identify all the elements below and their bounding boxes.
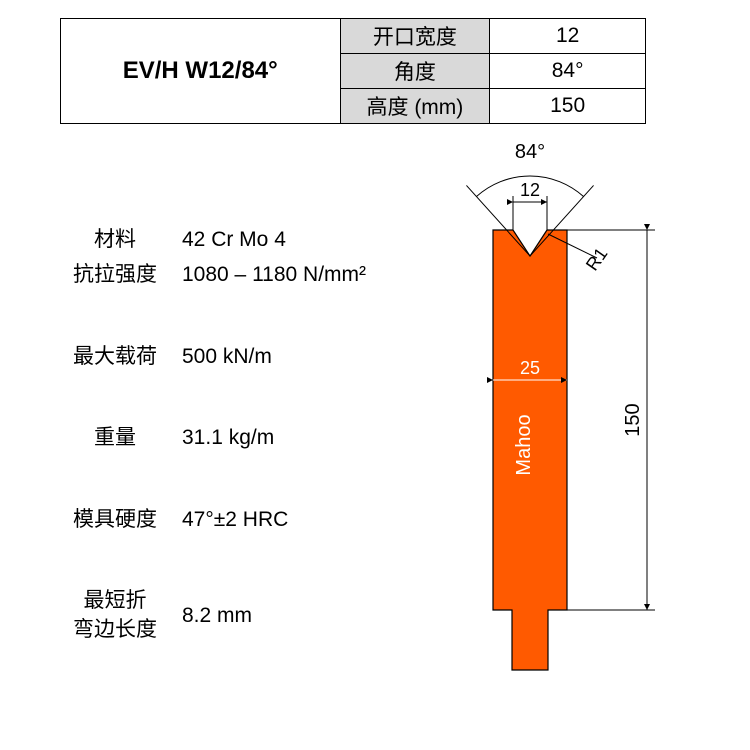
brand-label: Mahoo xyxy=(513,414,535,475)
table-value: 12 xyxy=(490,19,646,54)
table-label: 开口宽度 xyxy=(340,19,490,54)
spec-table: EV/H W12/84° 开口宽度 12 角度 84° 高度 (mm) 150 xyxy=(60,18,646,124)
hardness-label: 模具硬度 xyxy=(60,505,170,534)
table-label: 角度 xyxy=(340,54,490,89)
hardness-value: 47°±2 HRC xyxy=(182,505,288,534)
weight-label: 重量 xyxy=(60,423,170,452)
maxload-label: 最大载荷 xyxy=(60,342,170,371)
opening-label: 12 xyxy=(520,180,540,200)
radius-label: R1 xyxy=(582,244,612,274)
tensile-label: 抗拉强度 xyxy=(60,260,170,289)
model-name: EV/H W12/84° xyxy=(61,19,341,124)
angle-label: 84° xyxy=(515,141,545,163)
table-value: 150 xyxy=(490,89,646,124)
material-value: 42 Cr Mo 4 xyxy=(182,225,286,254)
table-label: 高度 (mm) xyxy=(340,89,490,124)
table-value: 84° xyxy=(490,54,646,89)
weight-value: 31.1 kg/m xyxy=(182,423,274,452)
minbend-value: 8.2 mm xyxy=(182,601,252,630)
maxload-value: 500 kN/m xyxy=(182,342,272,371)
specs-list: 材料 42 Cr Mo 4 抗拉强度 1080 – 1180 N/mm² 最大载… xyxy=(60,225,366,697)
material-label: 材料 xyxy=(60,225,170,254)
width-label: 25 xyxy=(520,358,540,378)
height-label: 150 xyxy=(622,403,644,436)
tool-diagram: 84° 12 R1 25 Mahoo 150 xyxy=(420,140,710,720)
tensile-value: 1080 – 1180 N/mm² xyxy=(182,260,366,289)
minbend-label: 最短折 弯边长度 xyxy=(60,586,170,645)
